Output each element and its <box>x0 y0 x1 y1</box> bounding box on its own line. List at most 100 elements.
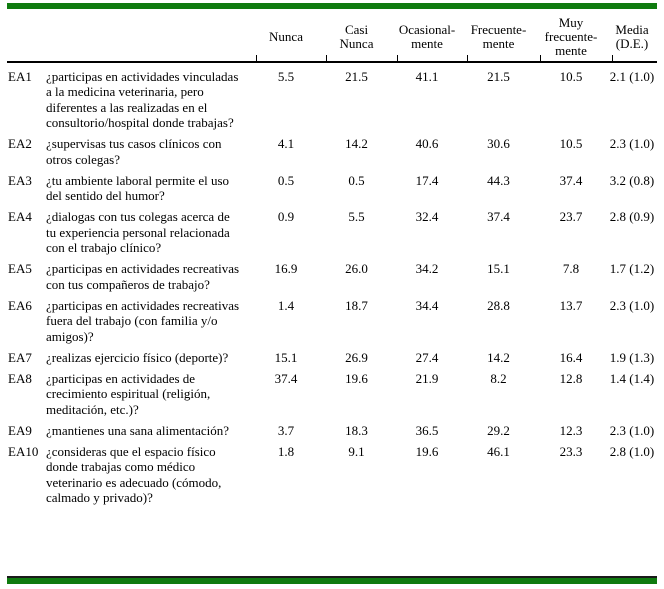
value-nunca: 0.9 <box>277 209 295 224</box>
row-id: EA4 <box>8 209 32 224</box>
column-header-media-de: Media (D.E.) <box>615 21 649 51</box>
value-ocasionalmente: 34.2 <box>415 261 439 276</box>
value-casi-nunca: 26.0 <box>345 261 368 276</box>
value-casi-nunca: 26.9 <box>345 349 368 365</box>
column-header-muy-frecuentemente: Muy frecuente- mente <box>544 14 598 58</box>
value-frecuentemente: 14.2 <box>487 349 510 365</box>
table-header-row: Nunca Casi Nunca Ocasional- mente Frecue… <box>7 12 657 63</box>
value-casi-nunca: 21.5 <box>345 68 368 84</box>
row-id: EA1 <box>8 68 32 84</box>
table-row: EA6 ¿participas en actividades recreativ… <box>7 295 657 347</box>
value-nunca: 1.4 <box>277 297 295 313</box>
value-media-de: 2.1 (1.0) <box>609 68 655 84</box>
value-nunca: 0.5 <box>277 172 295 188</box>
value-frecuentemente: 30.6 <box>487 136 510 151</box>
value-muy-frecuentemente: 37.4 <box>559 172 583 188</box>
value-ocasionalmente: 27.4 <box>415 349 439 365</box>
value-nunca: 3.7 <box>277 422 295 438</box>
row-question: ¿participas en actividades vinculadas a … <box>46 68 239 131</box>
table-row: EA1 ¿participas en actividades vinculada… <box>7 66 657 134</box>
value-casi-nunca: 14.2 <box>345 136 368 151</box>
value-media-de: 1.9 (1.3) <box>609 349 655 365</box>
value-ocasionalmente: 34.4 <box>415 297 439 313</box>
value-muy-frecuentemente: 23.7 <box>559 209 583 224</box>
row-question: ¿mantienes una sana alimentación? <box>46 422 230 438</box>
column-divider-tick <box>467 55 468 61</box>
value-media-de: 2.3 (1.0) <box>609 297 655 313</box>
value-ocasionalmente: 36.5 <box>415 422 439 438</box>
value-media-de: 1.4 (1.4) <box>609 370 655 386</box>
table-row: EA8 ¿participas en actividades de crecim… <box>7 368 657 420</box>
value-media-de: 2.3 (1.0) <box>609 136 655 151</box>
value-frecuentemente: 37.4 <box>487 209 510 224</box>
row-id: EA7 <box>8 349 32 365</box>
value-frecuentemente: 15.1 <box>487 261 510 276</box>
table-row: EA10 ¿consideras que el espacio físico d… <box>7 441 657 509</box>
table-body: EA1 ¿participas en actividades vinculada… <box>7 63 657 509</box>
column-header-frecuentemente: Frecuente- mente <box>470 21 527 51</box>
value-muy-frecuentemente: 10.5 <box>559 136 583 151</box>
value-muy-frecuentemente: 7.8 <box>562 261 580 276</box>
table-row: EA5 ¿participas en actividades recreativ… <box>7 259 657 296</box>
value-frecuentemente: 29.2 <box>487 422 510 438</box>
value-muy-frecuentemente: 10.5 <box>559 68 583 84</box>
row-question: ¿supervisas tus casos clínicos con otros… <box>46 136 222 167</box>
value-casi-nunca: 18.3 <box>345 422 368 438</box>
value-muy-frecuentemente: 13.7 <box>559 297 583 313</box>
table-row: EA9 ¿mantienes una sana alimentación? 3.… <box>7 420 657 441</box>
value-frecuentemente: 21.5 <box>487 68 510 84</box>
row-id: EA5 <box>8 261 32 276</box>
value-casi-nunca: 0.5 <box>348 172 365 188</box>
value-ocasionalmente: 40.6 <box>415 136 439 151</box>
value-frecuentemente: 44.3 <box>487 172 510 188</box>
column-header-nunca: Nunca <box>269 28 303 44</box>
row-question: ¿participas en actividades recreativas f… <box>46 297 240 344</box>
value-ocasionalmente: 21.9 <box>415 370 439 386</box>
column-divider-tick <box>256 55 257 61</box>
value-casi-nunca: 5.5 <box>348 209 365 224</box>
value-frecuentemente: 46.1 <box>487 443 510 459</box>
value-nunca: 4.1 <box>277 136 295 151</box>
top-accent-bar <box>7 3 657 9</box>
value-casi-nunca: 19.6 <box>345 370 368 386</box>
value-nunca: 15.1 <box>274 349 298 365</box>
row-question: ¿participas en actividades de crecimient… <box>46 370 211 417</box>
value-media-de: 1.7 (1.2) <box>609 261 655 276</box>
column-header-casi-nunca: Casi Nunca <box>339 21 374 51</box>
row-question: ¿tu ambiente laboral permite el uso del … <box>46 172 230 204</box>
row-question: ¿consideras que el espacio físico donde … <box>46 443 222 506</box>
table-row: EA2 ¿supervisas tus casos clínicos con o… <box>7 134 657 171</box>
value-muy-frecuentemente: 16.4 <box>559 349 583 365</box>
value-casi-nunca: 18.7 <box>345 297 368 313</box>
value-muy-frecuentemente: 12.8 <box>559 370 583 386</box>
value-nunca: 5.5 <box>277 68 295 84</box>
row-id: EA2 <box>8 136 32 151</box>
column-divider-tick <box>540 55 541 61</box>
row-id: EA10 <box>8 443 39 459</box>
survey-frequency-table: Nunca Casi Nunca Ocasional- mente Frecue… <box>7 12 657 509</box>
row-id: EA3 <box>8 172 32 188</box>
value-nunca: 37.4 <box>274 370 298 386</box>
value-ocasionalmente: 41.1 <box>415 68 439 84</box>
table-row: EA3 ¿tu ambiente laboral permite el uso … <box>7 170 657 207</box>
value-media-de: 2.8 (0.9) <box>609 209 655 224</box>
value-nunca: 1.8 <box>277 443 295 459</box>
value-media-de: 2.3 (1.0) <box>609 422 655 438</box>
column-divider-tick <box>397 55 398 61</box>
row-question: ¿participas en actividades recreativas c… <box>46 261 240 292</box>
row-question: ¿realizas ejercicio físico (deporte)? <box>46 349 229 365</box>
column-divider-tick <box>612 55 613 61</box>
row-question: ¿dialogas con tus colegas acerca de tu e… <box>46 209 230 255</box>
row-id: EA8 <box>8 370 32 386</box>
value-nunca: 16.9 <box>274 261 298 276</box>
value-ocasionalmente: 17.4 <box>415 172 439 188</box>
bottom-accent-bar <box>7 576 657 584</box>
value-ocasionalmente: 32.4 <box>415 209 439 224</box>
row-id: EA9 <box>8 422 32 438</box>
value-casi-nunca: 9.1 <box>348 443 365 459</box>
column-divider-tick <box>326 55 327 61</box>
value-muy-frecuentemente: 23.3 <box>559 443 583 459</box>
value-frecuentemente: 28.8 <box>487 297 510 313</box>
row-id: EA6 <box>8 297 32 313</box>
